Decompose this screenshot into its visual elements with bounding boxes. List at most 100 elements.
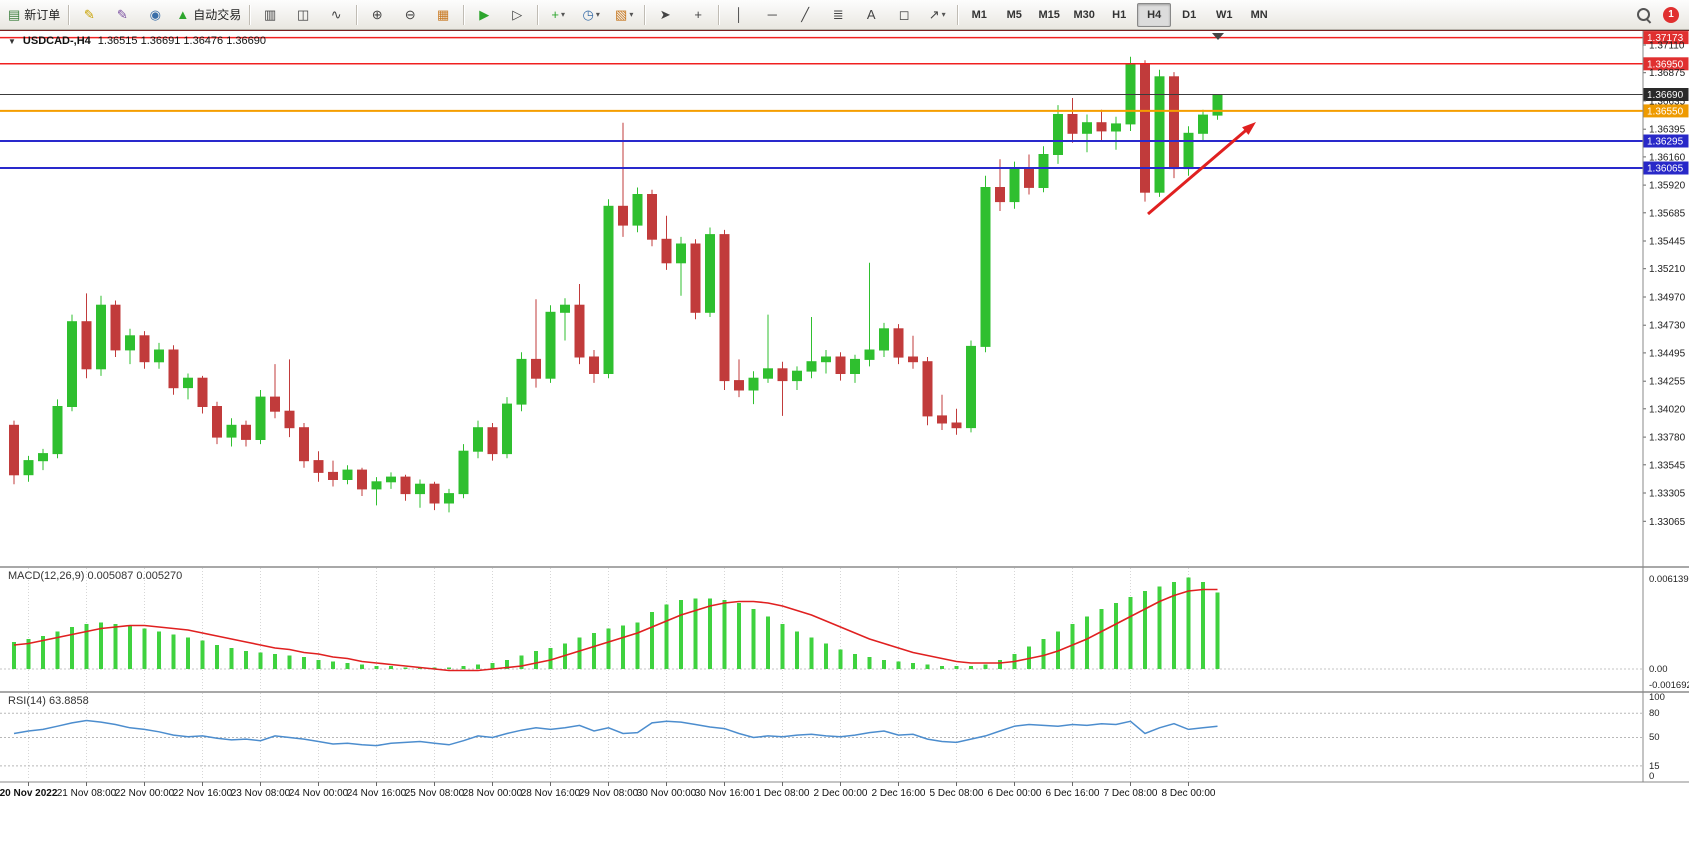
bar-chart-icon[interactable]: ▥ [254,2,286,28]
svg-text:29 Nov 08:00: 29 Nov 08:00 [579,788,639,799]
chart-canvas[interactable]: 1.37173 1.36950 1.36690 1.36550 1.36295 1.360… [0,31,1689,801]
chart-background [0,31,1689,801]
svg-text:2 Dec 16:00: 2 Dec 16:00 [872,788,926,799]
svg-text:30 Nov 00:00: 30 Nov 00:00 [637,788,697,799]
svg-text:8 Dec 00:00: 8 Dec 00:00 [1162,788,1216,799]
clock-icon: ◷ [582,7,594,22]
vertical-line-icon[interactable]: │ [723,2,755,28]
macd-indicator-label: MACD(12,26,9) 0.005087 0.005270 [8,570,183,582]
svg-text:1.36295: 1.36295 [1647,137,1684,148]
cursor-icon[interactable]: ➤ [649,2,681,28]
toolbar-separator [68,4,70,25]
timeframe-button-m30[interactable]: M30 [1073,8,1095,21]
panel-separators[interactable] [0,566,1689,693]
svg-text:1.34970: 1.34970 [1649,293,1686,304]
trendline-icon[interactable]: ╱ [789,2,821,28]
timeframe-button-d1[interactable]: D1 [1182,8,1197,21]
svg-text:22 Nov 16:00: 22 Nov 16:00 [173,788,233,799]
svg-text:1.36875: 1.36875 [1649,68,1686,79]
chart-shift-icon[interactable]: ▷ [501,2,533,28]
market-watch-icon[interactable]: ◉ [139,2,171,28]
svg-text:1.35685: 1.35685 [1649,208,1686,219]
new-order-button[interactable]: ▤ 新订单 [4,2,64,28]
chart-shift-marker[interactable] [1212,33,1224,40]
timeframe-button-m5[interactable]: M5 [1006,8,1022,21]
svg-text:28 Nov 16:00: 28 Nov 16:00 [521,788,581,799]
zoom-in-icon[interactable]: ⊕ [361,2,393,28]
fibonacci-icon[interactable]: ≣ [822,2,854,28]
text-icon[interactable]: A [855,2,887,28]
svg-text:23 Nov 08:00: 23 Nov 08:00 [231,788,291,799]
auto-scroll-icon: ▶ [479,7,490,22]
arrows-menu-button[interactable]: ↗ ▾ [921,2,953,28]
candlestick-chart-icon[interactable]: ◫ [287,2,319,28]
svg-text:1.34495: 1.34495 [1649,348,1686,359]
svg-text:7 Dec 08:00: 7 Dec 08:00 [1104,788,1158,799]
horizontal-line-icon[interactable]: ─ [756,2,788,28]
crosshair-icon: + [694,7,702,22]
trendline-icon: ╱ [801,7,810,22]
timeframe-button-m15[interactable]: M15 [1038,8,1060,21]
quill-purple-icon[interactable]: ✎ [106,2,138,28]
periods-menu-button[interactable]: ◷ ▾ [575,2,607,28]
arrow-annotation[interactable] [1147,122,1256,216]
toolbar-separator [463,4,465,25]
search-lens [1637,7,1650,21]
svg-text:-0.001692: -0.001692 [1649,680,1689,691]
timeframe-button-w1[interactable]: W1 [1215,8,1233,21]
zoom-out-icon[interactable]: ⊖ [394,2,426,28]
search-icon[interactable] [1634,5,1654,25]
auto-trading-icon: ▲ [176,7,190,22]
toolbar-separator [957,4,959,25]
text-icon: A [866,7,876,22]
svg-text:1.36950: 1.36950 [1647,59,1684,70]
horizontal-line-icon: ─ [767,7,777,22]
chart-window[interactable]: 1.37173 1.36950 1.36690 1.36550 1.36295 1.360… [0,30,1689,801]
timeframe-button-h1[interactable]: H1 [1112,8,1127,21]
macd-panel: 0.006139 0.00 -0.001692 [0,574,1689,691]
candlestick-chart-icon: ◫ [297,7,310,22]
timeframe-button-mn[interactable]: MN [1250,8,1268,21]
svg-text:100: 100 [1649,692,1665,703]
chevron-down-icon: ▾ [560,10,565,19]
rsi-line [13,719,1218,747]
chevron-down-icon[interactable]: ▼ [8,36,16,46]
quill-yellow-icon: ✎ [83,7,95,22]
text-label-icon[interactable]: ◻ [888,2,920,28]
svg-text:1.36690: 1.36690 [1647,90,1684,101]
indicators-menu-button[interactable]: + ▾ [542,2,574,28]
svg-text:2 Dec 00:00: 2 Dec 00:00 [814,788,868,799]
svg-text:24 Nov 00:00: 24 Nov 00:00 [289,788,349,799]
auto-scroll-icon[interactable]: ▶ [468,2,500,28]
tile-windows-icon[interactable]: ▦ [427,2,459,28]
chevron-down-icon: ▾ [941,10,946,19]
symbol-period-label: USDCAD-,H4 [22,35,91,47]
arrow-objects-icon: ↗ [928,7,940,22]
timeframe-button-h4[interactable]: H4 [1137,2,1172,27]
chevron-down-icon: ▾ [595,10,600,19]
svg-text:5 Dec 08:00: 5 Dec 08:00 [930,788,984,799]
text-label-icon: ◻ [898,7,910,22]
svg-text:1 Dec 08:00: 1 Dec 08:00 [756,788,810,799]
crosshair-icon[interactable]: + [682,2,714,28]
svg-text:1.36635: 1.36635 [1649,96,1686,107]
quill-yellow-icon[interactable]: ✎ [73,2,105,28]
timeframe-button-m1[interactable]: M1 [971,8,987,21]
candlesticks [9,56,1223,513]
svg-text:21 Nov 08:00: 21 Nov 08:00 [57,788,117,799]
svg-text:15: 15 [1649,761,1660,772]
templates-menu-button[interactable]: ▧ ▾ [608,2,640,28]
horizontal-price-lines[interactable]: 1.37173 1.36950 1.36690 1.36550 1.36295 1.360… [0,31,1689,175]
svg-text:1.36160: 1.36160 [1649,152,1686,163]
notification-badge[interactable]: 1 [1663,6,1679,23]
indicator-add-icon: + [551,7,559,22]
line-chart-icon[interactable]: ∿ [320,2,352,28]
svg-text:1.33545: 1.33545 [1649,460,1686,471]
price-axis[interactable]: 1.37110 1.36875 1.36635 1.36395 1.36160 1.359… [1643,41,1686,528]
auto-trading-button[interactable]: ▲ 自动交易 [172,2,245,28]
svg-text:1.36395: 1.36395 [1649,125,1686,136]
zoom-in-icon: ⊕ [371,7,383,22]
cursor-icon: ➤ [659,7,671,22]
